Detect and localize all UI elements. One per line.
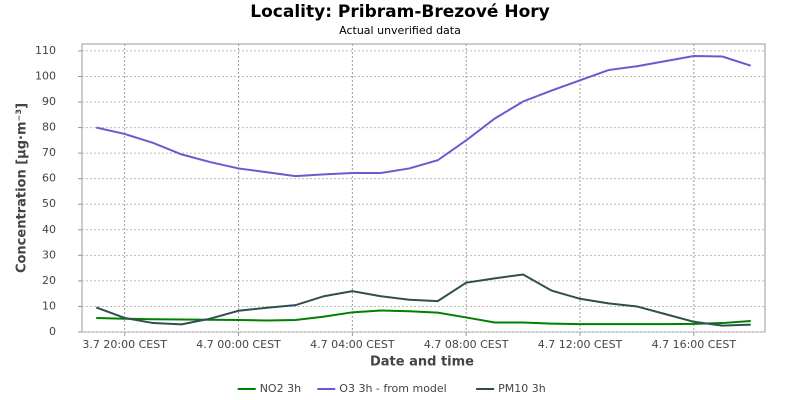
legend-label: O3 3h - from model bbox=[339, 382, 446, 395]
y-tick-label: 20 bbox=[42, 274, 56, 287]
y-tick-label: 80 bbox=[42, 121, 56, 134]
y-tick-label: 100 bbox=[35, 69, 56, 82]
x-tick-label: 3.7 20:00 CEST bbox=[82, 338, 167, 351]
y-tick-label: 40 bbox=[42, 223, 56, 236]
x-axis-label: Date and time bbox=[370, 355, 474, 370]
x-tick-label: 4.7 16:00 CEST bbox=[652, 338, 737, 351]
x-tick-label: 4.7 12:00 CEST bbox=[538, 338, 623, 351]
y-tick-label: 110 bbox=[35, 44, 56, 57]
plot-background bbox=[81, 43, 766, 333]
y-tick-label: 30 bbox=[42, 248, 56, 261]
y-tick-label: 50 bbox=[42, 197, 56, 210]
x-tick-label: 4.7 04:00 CEST bbox=[310, 338, 395, 351]
y-axis-label: Concentration [µg·m⁻³] bbox=[15, 103, 30, 273]
chart-subtitle: Actual unverified data bbox=[339, 24, 461, 37]
y-tick-label: 60 bbox=[42, 172, 56, 185]
series-line bbox=[96, 55, 752, 178]
series-line bbox=[95, 273, 751, 327]
legend-label: NO2 3h bbox=[260, 382, 301, 395]
y-tick-label: 90 bbox=[42, 95, 56, 108]
y-tick-label: 0 bbox=[49, 325, 56, 338]
y-tick-label: 70 bbox=[42, 146, 56, 159]
chart-title: Locality: Pribram-Brezové Hory bbox=[250, 2, 549, 22]
x-tick-label: 4.7 00:00 CEST bbox=[196, 338, 281, 351]
legend-label: PM10 3h bbox=[498, 382, 546, 395]
y-tick-label: 10 bbox=[42, 299, 56, 312]
x-tick-label: 4.7 08:00 CEST bbox=[424, 338, 509, 351]
